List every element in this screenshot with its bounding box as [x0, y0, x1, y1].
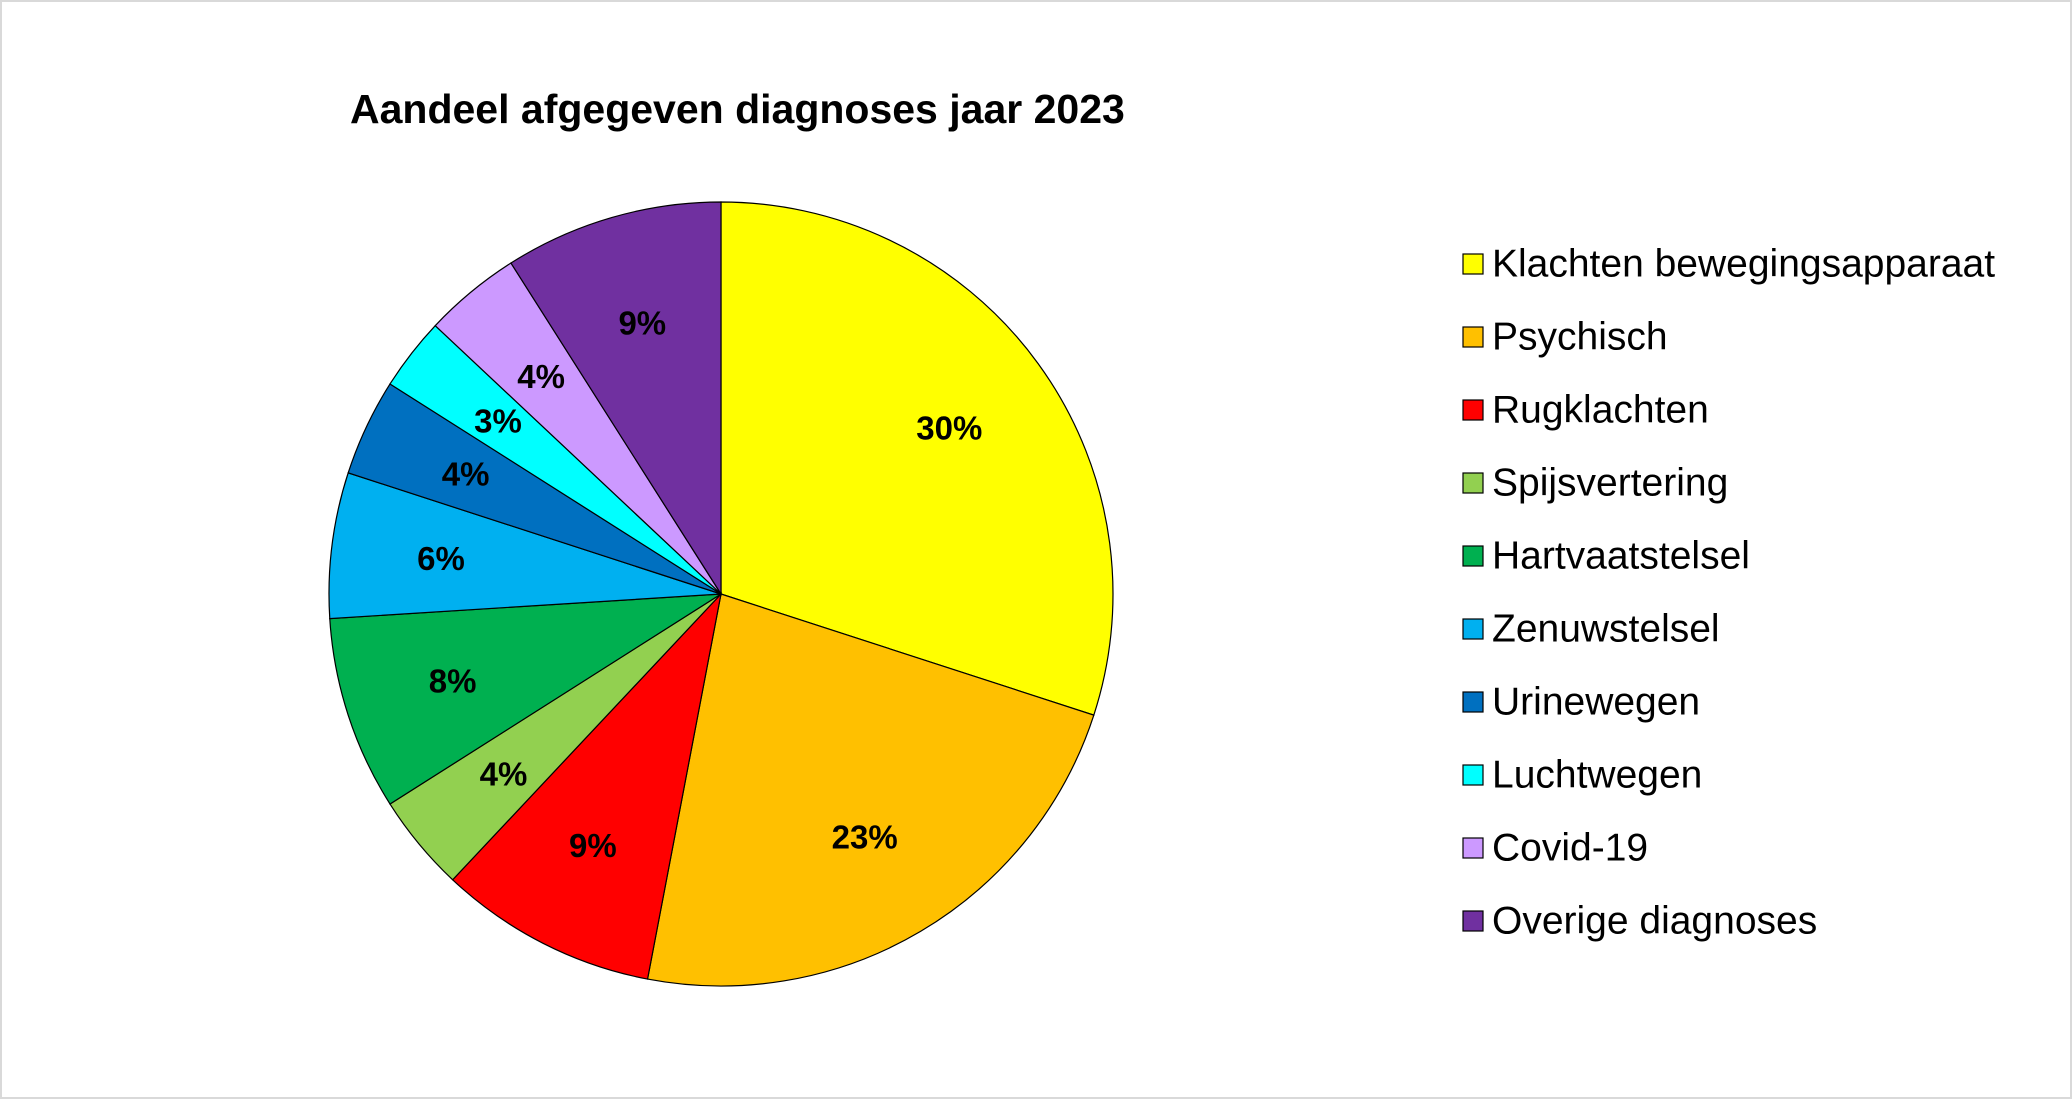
- legend-label-rugklachten: Rugklachten: [1492, 389, 1709, 432]
- data-label-urinewegen: 4%: [442, 455, 490, 492]
- pie-slice-hartvaatstelsel: [329, 593, 722, 805]
- data-label-covid-19: 4%: [517, 358, 565, 395]
- legend-swatch-psychisch: [1462, 326, 1484, 348]
- pie-slice-rugklachten: [451, 592, 722, 980]
- data-label-overige-diagnoses: 9%: [618, 305, 666, 342]
- data-label-zenuwstelsel: 6%: [417, 540, 465, 577]
- data-label-rugklachten: 9%: [569, 827, 617, 864]
- data-label-klachten-bewegingsapparaat: 30%: [916, 410, 982, 447]
- legend-swatch-covid-19: [1462, 837, 1484, 859]
- legend-label-spijsvertering: Spijsvertering: [1492, 462, 1728, 505]
- data-label-hartvaatstelsel: 8%: [429, 663, 477, 700]
- legend-label-hartvaatstelsel: Hartvaatstelsel: [1492, 535, 1750, 578]
- legend-label-covid-19: Covid-19: [1492, 827, 1648, 870]
- legend-label-klachten-bewegingsapparaat: Klachten bewegingsapparaat: [1492, 243, 1995, 286]
- legend-swatch-spijsvertering: [1462, 472, 1484, 494]
- legend-swatch-zenuwstelsel: [1462, 618, 1484, 640]
- pie-slice-overige-diagnoses: [510, 201, 722, 597]
- data-label-luchtwegen: 3%: [474, 403, 522, 440]
- legend-label-urinewegen: Urinewegen: [1492, 681, 1700, 724]
- legend-swatch-overige-diagnoses: [1462, 910, 1484, 932]
- legend-label-luchtwegen: Luchtwegen: [1492, 754, 1702, 797]
- legend-swatch-hartvaatstelsel: [1462, 545, 1484, 567]
- legend-label-overige-diagnoses: Overige diagnoses: [1492, 900, 1817, 943]
- pie-slice-klachten-bewegingsapparaat: [720, 201, 1114, 716]
- legend-label-psychisch: Psychisch: [1492, 316, 1668, 359]
- data-label-spijsvertering: 4%: [480, 755, 528, 792]
- pie-slice-zenuwstelsel: [328, 472, 722, 620]
- pie-data-labels: 30% 23% 9% 4% 8% 6% 4% 3% 4% 9%: [417, 305, 982, 865]
- chart-title: Aandeel afgegeven diagnoses jaar 2023: [350, 86, 1125, 132]
- legend-swatch-klachten-bewegingsapparaat: [1462, 253, 1484, 275]
- pie-slice-psychisch: [646, 593, 1095, 987]
- legend-swatch-urinewegen: [1462, 691, 1484, 713]
- legend-swatch-luchtwegen: [1462, 764, 1484, 786]
- data-label-psychisch: 23%: [832, 818, 898, 855]
- legend: Klachten bewegingsapparaat Psychisch Rugkl…: [1462, 243, 1995, 943]
- legend-swatch-rugklachten: [1462, 399, 1484, 421]
- legend-label-zenuwstelsel: Zenuwstelsel: [1492, 608, 1720, 651]
- pie-slices: [328, 201, 1114, 987]
